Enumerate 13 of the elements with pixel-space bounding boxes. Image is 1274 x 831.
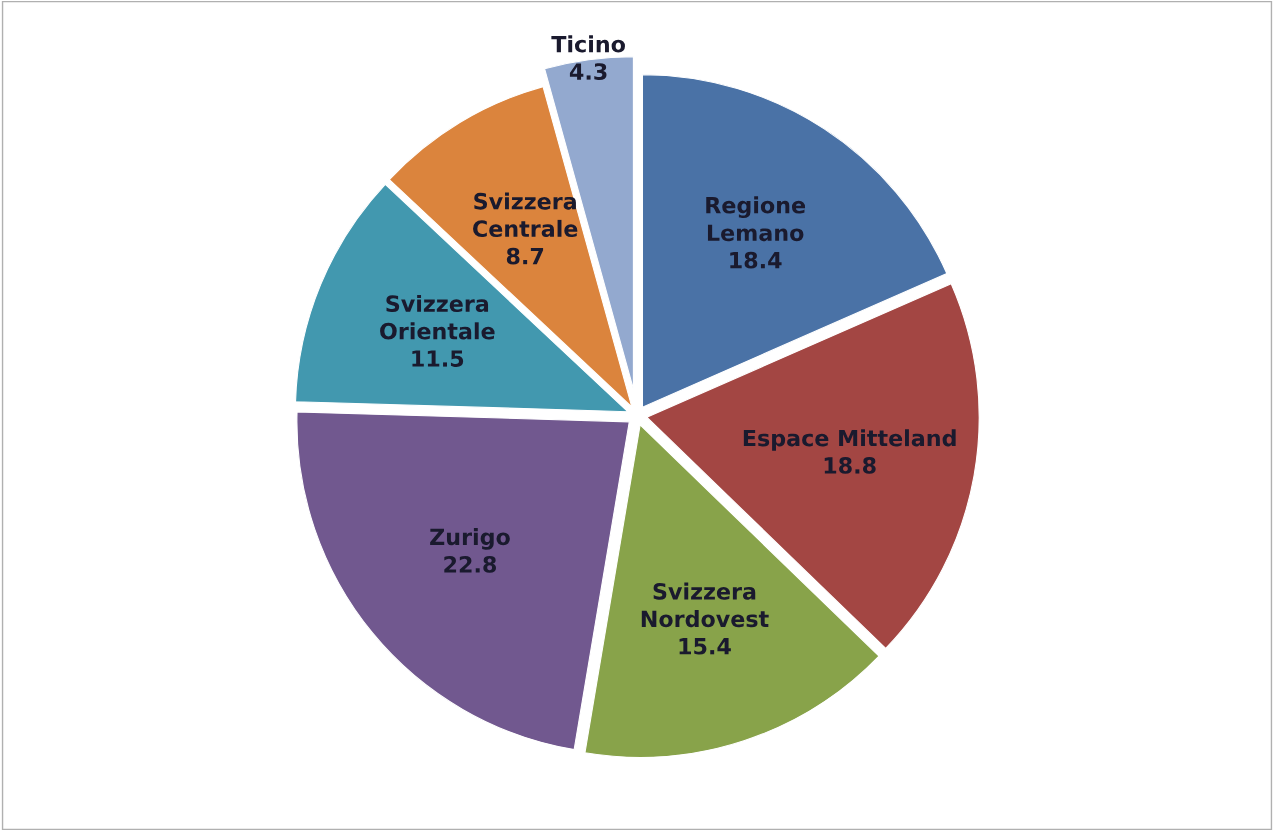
slice-label: Svizzera Orientale xyxy=(380,294,495,340)
slice-label: Espace Mitteland xyxy=(743,429,956,451)
slice-label: Zurigo xyxy=(430,528,510,550)
data-label: 22.8 xyxy=(444,555,497,573)
data-label: 8.7 xyxy=(506,247,544,265)
data-label: 4.3 xyxy=(569,63,607,80)
data-label: 15.4 xyxy=(679,638,731,655)
slice-label: Svizzera Nordovest xyxy=(641,582,769,628)
slice-label: Ticino xyxy=(551,35,625,53)
slice-label: Regione Lemano xyxy=(706,196,806,242)
data-label: 18.8 xyxy=(824,457,876,474)
data-label: 18.4 xyxy=(730,251,782,269)
data-label: 11.5 xyxy=(412,350,464,367)
